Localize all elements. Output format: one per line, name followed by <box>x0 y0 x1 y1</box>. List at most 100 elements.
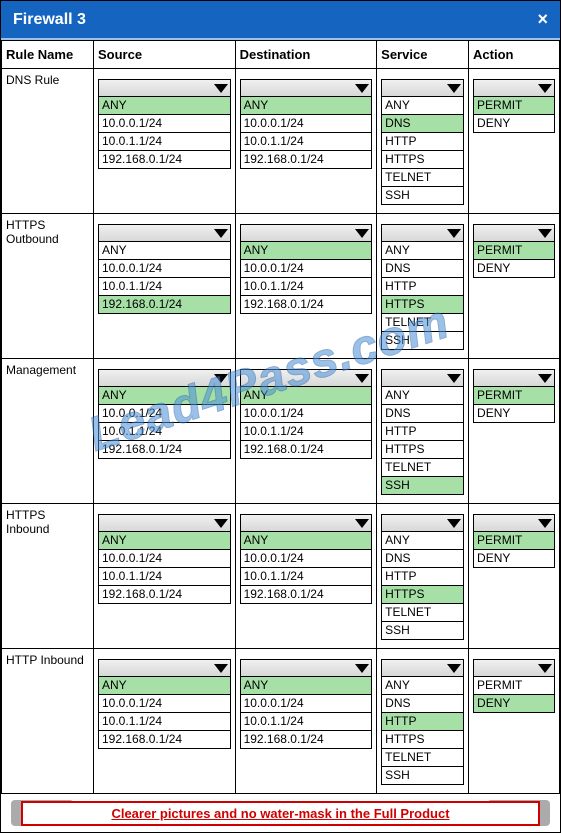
service-dropdown-option[interactable]: TELNET <box>382 314 463 332</box>
service-dropdown-option[interactable]: ANY <box>382 677 463 695</box>
destination-dropdown-option[interactable]: 10.0.1.1/24 <box>241 133 372 151</box>
service-dropdown-option[interactable]: TELNET <box>382 169 463 187</box>
source-dropdown-option[interactable]: 192.168.0.1/24 <box>99 296 230 313</box>
source-dropdown-option[interactable]: 10.0.1.1/24 <box>99 713 230 731</box>
source-dropdown-option[interactable]: ANY <box>99 677 230 695</box>
service-dropdown-option[interactable]: HTTP <box>382 278 463 296</box>
destination-dropdown[interactable]: ANY10.0.0.1/2410.0.1.1/24192.168.0.1/24 <box>240 659 373 749</box>
action-dropdown-toggle[interactable] <box>473 659 555 677</box>
destination-dropdown-option[interactable]: ANY <box>241 97 372 115</box>
destination-dropdown-option[interactable]: 192.168.0.1/24 <box>241 296 372 313</box>
source-dropdown-option[interactable]: ANY <box>99 242 230 260</box>
service-dropdown-toggle[interactable] <box>381 224 464 242</box>
action-dropdown-option[interactable]: DENY <box>474 260 554 277</box>
service-dropdown[interactable]: ANYDNSHTTPHTTPSTELNETSSH <box>381 659 464 785</box>
source-dropdown-option[interactable]: 10.0.0.1/24 <box>99 405 230 423</box>
service-dropdown-option[interactable]: ANY <box>382 387 463 405</box>
destination-dropdown-toggle[interactable] <box>240 224 373 242</box>
service-dropdown-option[interactable]: DNS <box>382 550 463 568</box>
destination-dropdown[interactable]: ANY10.0.0.1/2410.0.1.1/24192.168.0.1/24 <box>240 224 373 314</box>
source-dropdown-option[interactable]: 10.0.1.1/24 <box>99 423 230 441</box>
source-dropdown-toggle[interactable] <box>98 369 231 387</box>
source-dropdown-toggle[interactable] <box>98 659 231 677</box>
service-dropdown-option[interactable]: HTTPS <box>382 441 463 459</box>
service-dropdown-option[interactable]: HTTP <box>382 423 463 441</box>
source-dropdown[interactable]: ANY10.0.0.1/2410.0.1.1/24192.168.0.1/24 <box>98 514 231 604</box>
service-dropdown-option[interactable]: HTTP <box>382 568 463 586</box>
source-dropdown[interactable]: ANY10.0.0.1/2410.0.1.1/24192.168.0.1/24 <box>98 79 231 169</box>
service-dropdown-option[interactable]: HTTPS <box>382 731 463 749</box>
destination-dropdown-option[interactable]: 10.0.1.1/24 <box>241 568 372 586</box>
service-dropdown-option[interactable]: SSH <box>382 187 463 204</box>
service-dropdown-option[interactable]: DNS <box>382 405 463 423</box>
source-dropdown-toggle[interactable] <box>98 224 231 242</box>
source-dropdown-option[interactable]: 192.168.0.1/24 <box>99 151 230 168</box>
action-dropdown-toggle[interactable] <box>473 79 555 97</box>
action-dropdown-option[interactable]: PERMIT <box>474 677 554 695</box>
action-dropdown-toggle[interactable] <box>473 369 555 387</box>
service-dropdown-option[interactable]: SSH <box>382 477 463 494</box>
service-dropdown-option[interactable]: HTTP <box>382 713 463 731</box>
destination-dropdown-toggle[interactable] <box>240 514 373 532</box>
service-dropdown-option[interactable]: HTTPS <box>382 296 463 314</box>
service-dropdown-option[interactable]: SSH <box>382 332 463 349</box>
destination-dropdown[interactable]: ANY10.0.0.1/2410.0.1.1/24192.168.0.1/24 <box>240 369 373 459</box>
action-dropdown-option[interactable]: DENY <box>474 405 554 422</box>
service-dropdown-toggle[interactable] <box>381 514 464 532</box>
action-dropdown-option[interactable]: PERMIT <box>474 387 554 405</box>
service-dropdown-option[interactable]: ANY <box>382 242 463 260</box>
action-dropdown[interactable]: PERMITDENY <box>473 369 555 423</box>
action-dropdown[interactable]: PERMITDENY <box>473 224 555 278</box>
destination-dropdown-option[interactable]: 192.168.0.1/24 <box>241 441 372 458</box>
destination-dropdown-option[interactable]: 10.0.1.1/24 <box>241 278 372 296</box>
source-dropdown-option[interactable]: 10.0.1.1/24 <box>99 133 230 151</box>
service-dropdown-option[interactable]: HTTPS <box>382 151 463 169</box>
service-dropdown-toggle[interactable] <box>381 79 464 97</box>
action-dropdown-option[interactable]: PERMIT <box>474 532 554 550</box>
destination-dropdown-option[interactable]: ANY <box>241 387 372 405</box>
source-dropdown-toggle[interactable] <box>98 514 231 532</box>
service-dropdown-option[interactable]: ANY <box>382 97 463 115</box>
action-dropdown[interactable]: PERMITDENY <box>473 514 555 568</box>
destination-dropdown-option[interactable]: 10.0.0.1/24 <box>241 115 372 133</box>
service-dropdown[interactable]: ANYDNSHTTPHTTPSTELNETSSH <box>381 79 464 205</box>
source-dropdown-option[interactable]: ANY <box>99 97 230 115</box>
destination-dropdown-option[interactable]: 10.0.1.1/24 <box>241 423 372 441</box>
service-dropdown-option[interactable]: ANY <box>382 532 463 550</box>
source-dropdown[interactable]: ANY10.0.0.1/2410.0.1.1/24192.168.0.1/24 <box>98 224 231 314</box>
service-dropdown-option[interactable]: TELNET <box>382 459 463 477</box>
destination-dropdown-option[interactable]: 192.168.0.1/24 <box>241 151 372 168</box>
service-dropdown-option[interactable]: SSH <box>382 767 463 784</box>
destination-dropdown[interactable]: ANY10.0.0.1/2410.0.1.1/24192.168.0.1/24 <box>240 514 373 604</box>
service-dropdown-toggle[interactable] <box>381 369 464 387</box>
source-dropdown-option[interactable]: 10.0.0.1/24 <box>99 115 230 133</box>
action-dropdown[interactable]: PERMITDENY <box>473 79 555 133</box>
source-dropdown-option[interactable]: 10.0.1.1/24 <box>99 568 230 586</box>
action-dropdown-toggle[interactable] <box>473 224 555 242</box>
service-dropdown-option[interactable]: DNS <box>382 695 463 713</box>
source-dropdown-option[interactable]: 10.0.0.1/24 <box>99 550 230 568</box>
source-dropdown[interactable]: ANY10.0.0.1/2410.0.1.1/24192.168.0.1/24 <box>98 369 231 459</box>
source-dropdown-option[interactable]: 10.0.1.1/24 <box>99 278 230 296</box>
service-dropdown-option[interactable]: DNS <box>382 115 463 133</box>
service-dropdown-option[interactable]: SSH <box>382 622 463 639</box>
action-dropdown-toggle[interactable] <box>473 514 555 532</box>
service-dropdown[interactable]: ANYDNSHTTPHTTPSTELNETSSH <box>381 514 464 640</box>
service-dropdown[interactable]: ANYDNSHTTPHTTPSTELNETSSH <box>381 224 464 350</box>
destination-dropdown-toggle[interactable] <box>240 369 373 387</box>
action-dropdown-option[interactable]: PERMIT <box>474 97 554 115</box>
source-dropdown-option[interactable]: ANY <box>99 387 230 405</box>
service-dropdown-option[interactable]: HTTPS <box>382 586 463 604</box>
service-dropdown-option[interactable]: DNS <box>382 260 463 278</box>
source-dropdown-option[interactable]: 192.168.0.1/24 <box>99 441 230 458</box>
destination-dropdown-option[interactable]: 10.0.1.1/24 <box>241 713 372 731</box>
destination-dropdown-option[interactable]: ANY <box>241 242 372 260</box>
destination-dropdown-option[interactable]: 10.0.0.1/24 <box>241 550 372 568</box>
source-dropdown[interactable]: ANY10.0.0.1/2410.0.1.1/24192.168.0.1/24 <box>98 659 231 749</box>
service-dropdown-option[interactable]: HTTP <box>382 133 463 151</box>
action-dropdown-option[interactable]: DENY <box>474 550 554 567</box>
destination-dropdown-option[interactable]: 192.168.0.1/24 <box>241 586 372 603</box>
service-dropdown-option[interactable]: TELNET <box>382 749 463 767</box>
action-dropdown-option[interactable]: PERMIT <box>474 242 554 260</box>
source-dropdown-option[interactable]: ANY <box>99 532 230 550</box>
